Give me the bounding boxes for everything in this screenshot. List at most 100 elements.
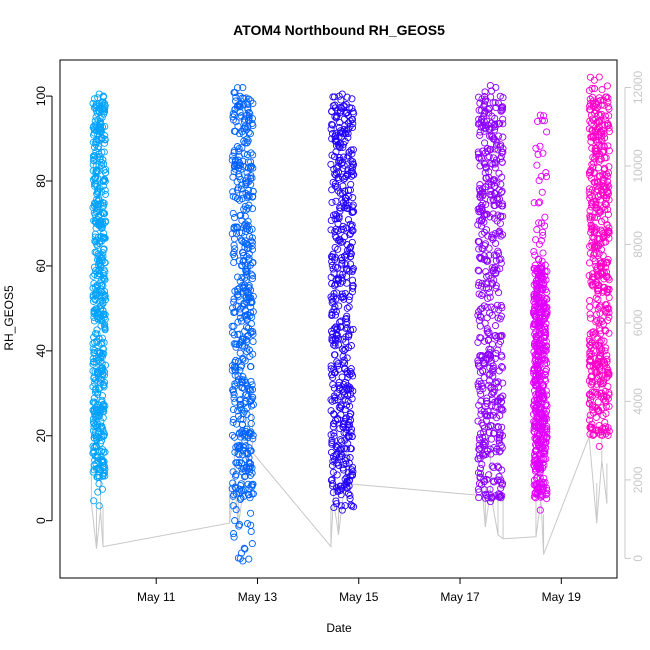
data-point (337, 225, 346, 234)
data-point (586, 390, 594, 398)
data-point (100, 166, 108, 174)
data-point (346, 326, 355, 334)
data-point (339, 129, 347, 138)
data-point (238, 229, 246, 237)
data-point (597, 155, 605, 163)
data-point (497, 103, 505, 111)
data-point (237, 185, 245, 193)
data-point (534, 341, 542, 349)
data-point (475, 377, 483, 385)
data-point (247, 299, 255, 307)
data-point (328, 186, 336, 194)
data-point (590, 251, 598, 259)
data-point (536, 111, 544, 119)
data-point (590, 223, 598, 231)
data-point (530, 476, 538, 484)
data-point (239, 249, 247, 257)
data-point (339, 225, 348, 233)
data-point (491, 114, 499, 122)
data-point (100, 148, 108, 156)
data-point (332, 135, 340, 143)
data-point (585, 377, 593, 385)
data-point (485, 350, 493, 358)
data-point (536, 466, 544, 474)
data-point (486, 370, 494, 378)
data-point (482, 163, 490, 171)
data-point (586, 396, 595, 404)
data-point (244, 222, 252, 230)
data-point (328, 107, 336, 115)
data-point (495, 186, 503, 194)
data-point (337, 317, 345, 325)
data-point (588, 367, 596, 375)
data-point (497, 107, 505, 115)
data-point (487, 303, 495, 311)
data-point (340, 444, 348, 452)
data-point (99, 307, 107, 315)
data-point (235, 444, 244, 452)
data-point (602, 154, 610, 162)
data-point (239, 410, 247, 418)
data-point (593, 178, 601, 186)
data-point (248, 275, 256, 283)
data-point (332, 263, 340, 271)
data-point (604, 172, 612, 180)
data-point (231, 97, 240, 105)
data-point (100, 383, 108, 391)
data-point (91, 456, 99, 464)
data-point (483, 256, 491, 264)
data-point (605, 313, 613, 321)
data-point (592, 413, 600, 421)
data-point (99, 218, 107, 226)
data-point (535, 311, 543, 319)
data-point (336, 203, 344, 212)
data-point (474, 281, 482, 289)
data-point (498, 406, 506, 414)
series-4 (474, 81, 507, 506)
data-point (239, 258, 247, 266)
data-point (101, 100, 109, 108)
data-point (533, 455, 542, 463)
data-point (536, 142, 544, 150)
data-point (541, 370, 549, 378)
data-point (474, 238, 483, 246)
data-point (233, 194, 242, 203)
data-point (494, 462, 502, 470)
data-point (341, 345, 349, 353)
data-point (95, 502, 103, 510)
series-1 (89, 90, 110, 510)
data-point (477, 282, 485, 290)
data-point (349, 387, 357, 395)
data-point (599, 380, 607, 388)
data-point (249, 401, 257, 409)
data-point (587, 133, 595, 141)
data-point (533, 161, 541, 169)
data-point (534, 396, 542, 404)
data-point (537, 237, 545, 245)
data-point (595, 250, 603, 258)
data-point (234, 285, 242, 293)
data-point (599, 357, 608, 365)
data-point (479, 440, 487, 448)
data-point (338, 437, 346, 445)
data-point (480, 478, 488, 486)
data-point (248, 162, 256, 170)
data-point (329, 452, 337, 460)
data-point (248, 245, 257, 254)
data-point (334, 227, 342, 235)
data-point (485, 109, 493, 117)
data-point (477, 115, 486, 123)
data-point (475, 434, 484, 442)
data-point (92, 138, 100, 147)
data-point (337, 140, 345, 148)
data-point (475, 363, 484, 371)
data-point (329, 468, 337, 476)
data-point (487, 187, 495, 195)
data-point (598, 188, 606, 197)
data-point (586, 249, 594, 257)
data-point (591, 366, 599, 374)
data-point (347, 172, 356, 180)
data-point (586, 348, 594, 356)
data-point (94, 144, 102, 153)
data-point (233, 162, 241, 170)
